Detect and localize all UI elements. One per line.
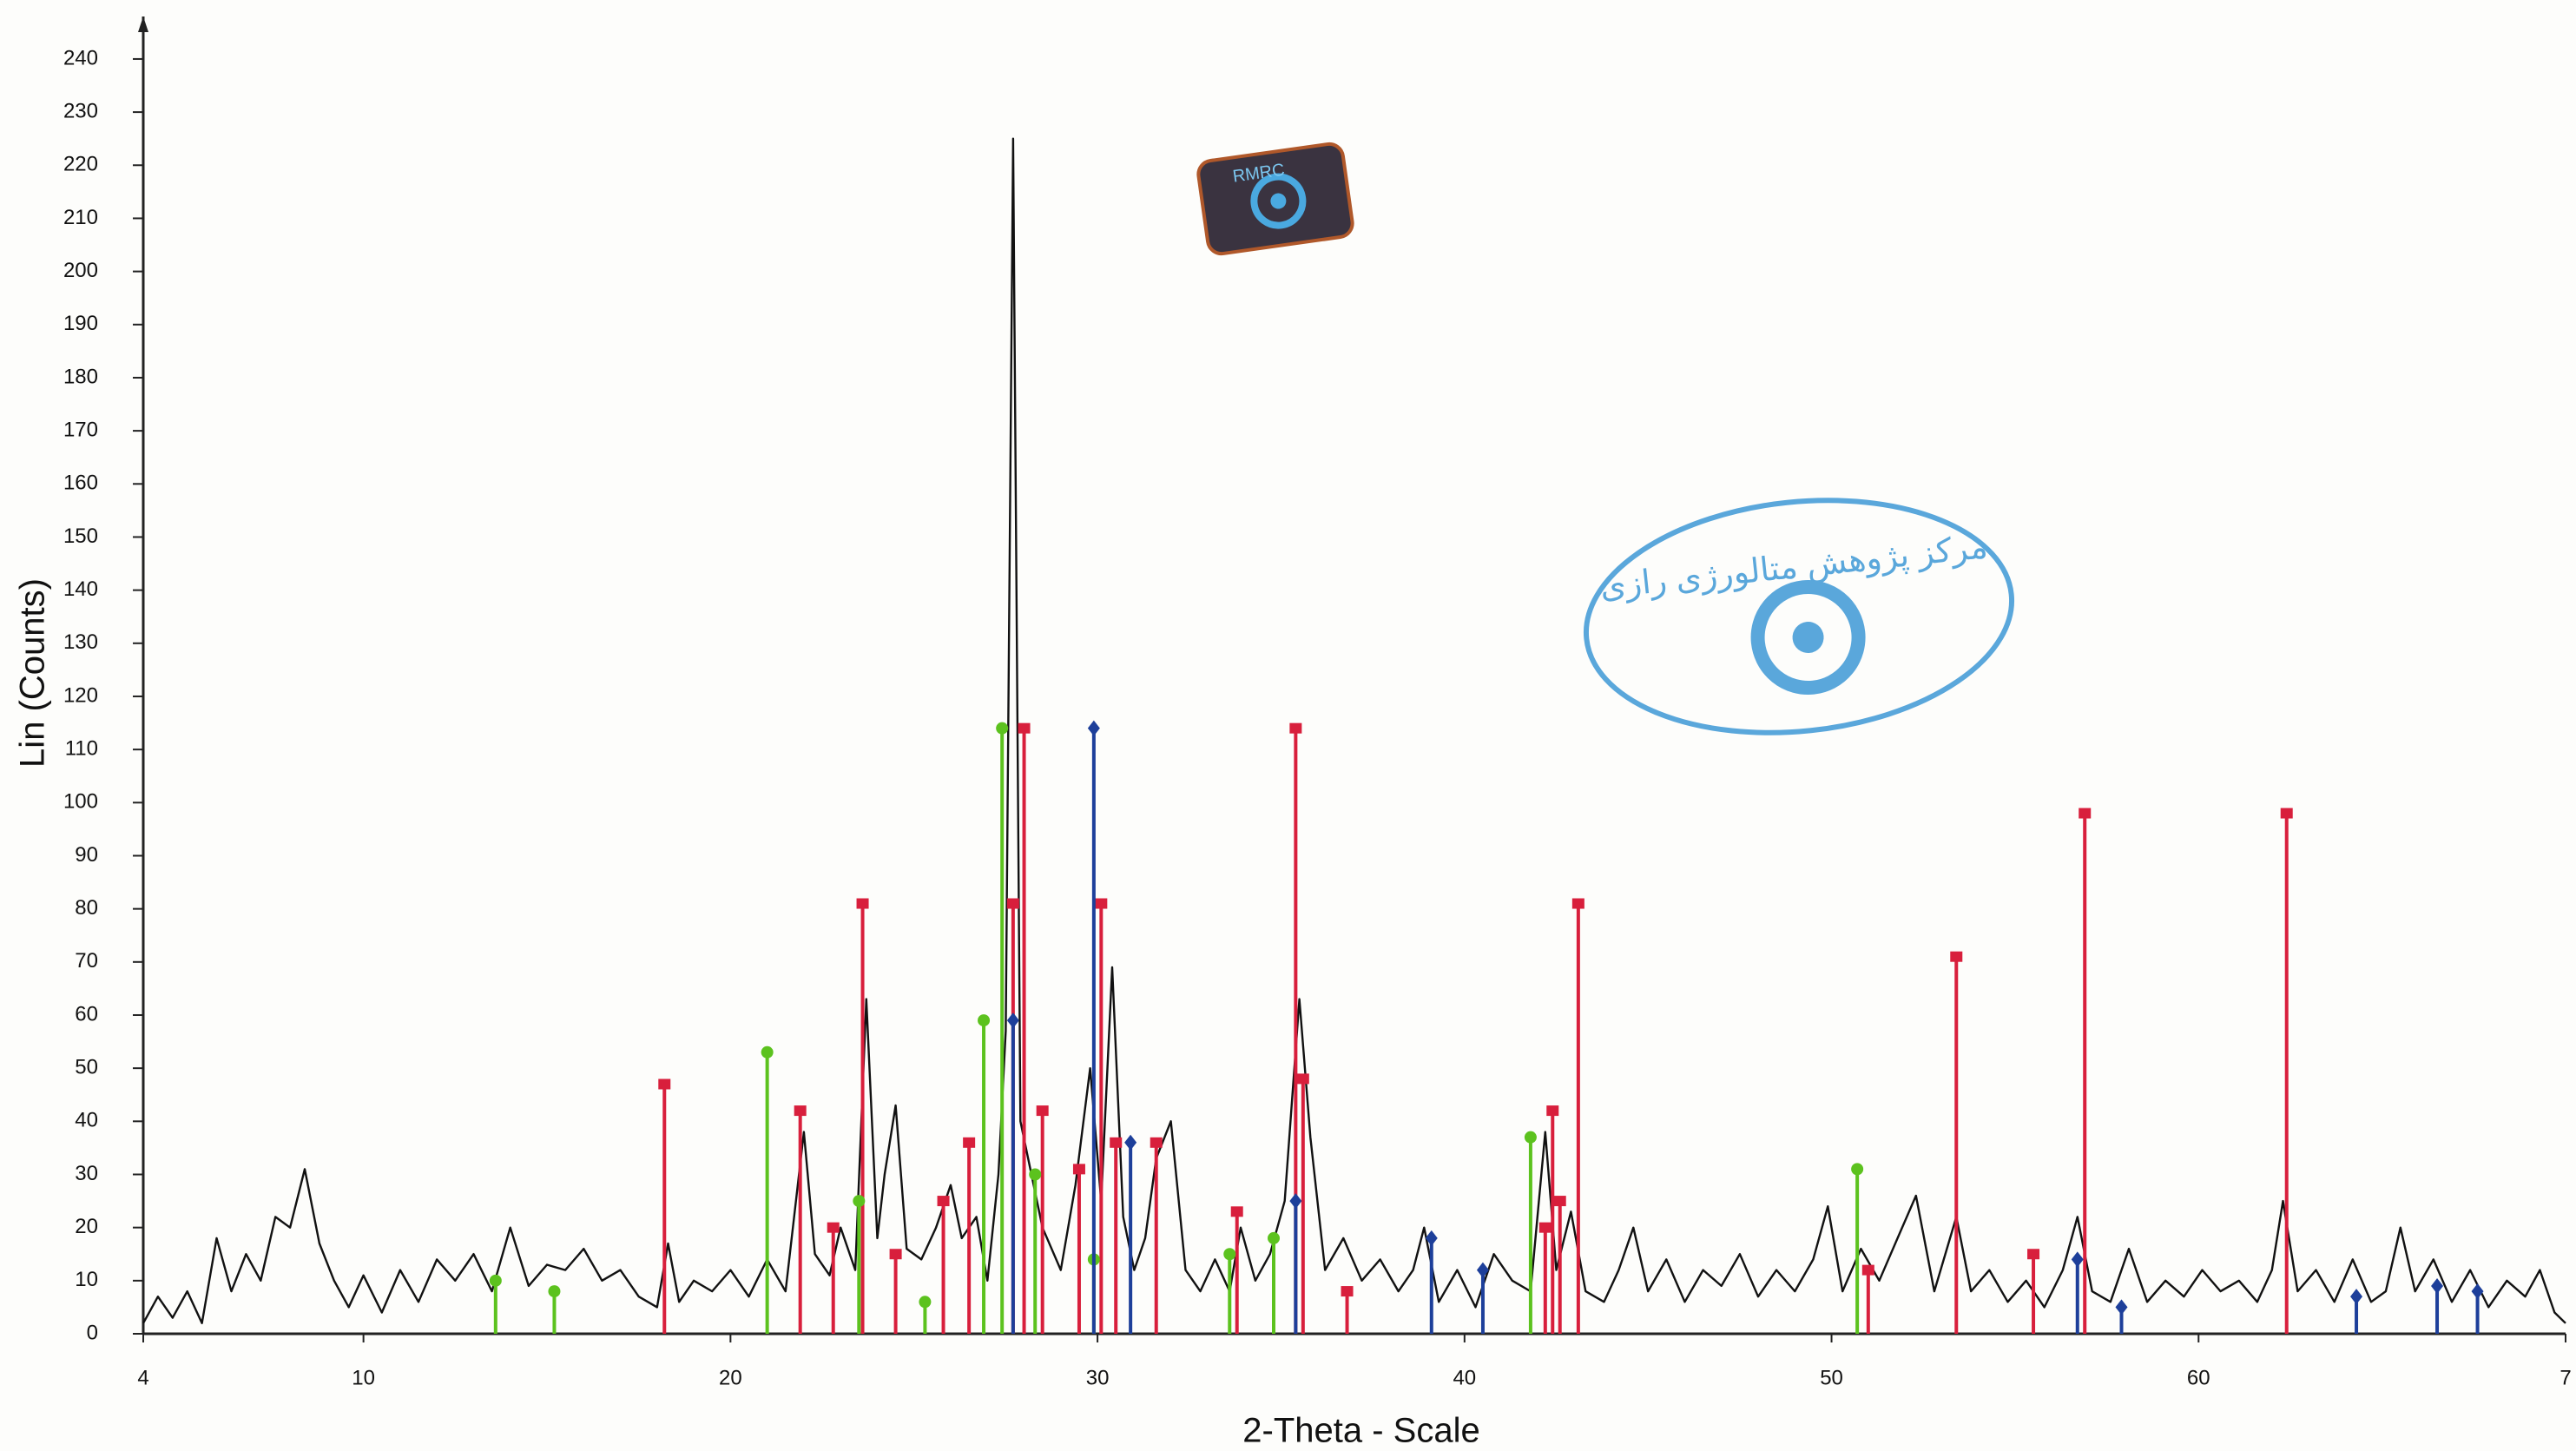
x-axis-title: 2-Theta - Scale [1242, 1412, 1479, 1450]
y-tick-label: 170 [63, 418, 98, 441]
stick-head [1553, 1196, 1566, 1207]
stick-head [919, 1296, 932, 1309]
x-tick-label: 7 [2560, 1366, 2571, 1389]
y-tick-label: 190 [63, 312, 98, 335]
y-tick-label: 240 [63, 46, 98, 69]
x-tick-label: 50 [1820, 1366, 1843, 1389]
stick-head [794, 1105, 807, 1117]
stick-head [1571, 898, 1584, 909]
y-tick-label: 60 [75, 1002, 98, 1026]
stamp-ring [1583, 498, 2015, 735]
y-tick-label: 0 [87, 1321, 98, 1344]
sticker-logo-dot [1270, 193, 1287, 209]
stick-head [1546, 1105, 1559, 1117]
stick-head [1268, 1231, 1280, 1244]
stick-head [1029, 1168, 1042, 1181]
stick-head [978, 1014, 991, 1027]
stick-head [1861, 1264, 1874, 1276]
x-tick-label: 60 [2187, 1366, 2210, 1389]
y-tick-label: 230 [63, 99, 98, 122]
y-tick-label: 10 [75, 1268, 98, 1291]
stick-head [1124, 1134, 1137, 1151]
y-tick-label: 100 [63, 790, 98, 814]
y-tick-label: 200 [63, 259, 98, 282]
y-tick-label: 220 [63, 153, 98, 176]
stick-head [1018, 722, 1031, 734]
stick-head [2350, 1289, 2363, 1305]
stick-head [2027, 1249, 2040, 1260]
y-tick-label: 110 [65, 736, 98, 760]
stick-head [2079, 808, 2092, 819]
stick-head [1341, 1286, 1354, 1297]
y-tick-label: 40 [75, 1109, 98, 1132]
x-tick-label: 30 [1086, 1366, 1110, 1389]
x-tick-label: 20 [719, 1366, 742, 1389]
stick-head [489, 1274, 502, 1287]
stick-head [1072, 1164, 1085, 1175]
stamp: مرکز پژوهش متالورژی رازی [1583, 498, 2015, 735]
stick-head [1289, 722, 1302, 734]
stick-head [1476, 1262, 1489, 1278]
y-tick-label: 80 [75, 896, 98, 920]
stick-head [2115, 1299, 2128, 1316]
stamp-logo [1750, 580, 1866, 696]
stick-head [937, 1196, 950, 1207]
hologram-sticker: RMRC [1196, 142, 1354, 256]
diffraction-pattern [142, 137, 2566, 1324]
y-tick-label: 50 [75, 1055, 98, 1078]
stick-head [2071, 1251, 2084, 1268]
stick-head [548, 1285, 561, 1298]
stick-head [963, 1137, 976, 1148]
x-tick-label: 40 [1453, 1366, 1476, 1389]
stick-head [856, 898, 869, 909]
y-axis-title: Lin (Counts) [14, 578, 52, 768]
y-tick-label: 210 [63, 206, 98, 229]
stick-head [658, 1078, 671, 1090]
stick-head [1110, 1137, 1123, 1148]
stick-head [761, 1045, 774, 1059]
y-tick-label: 20 [75, 1215, 98, 1238]
y-tick-label: 90 [75, 843, 98, 867]
stick-head [827, 1222, 840, 1233]
stick-head [1006, 898, 1019, 909]
y-tick-label: 140 [63, 577, 98, 601]
stick-head [1230, 1206, 1243, 1217]
stick-head [1095, 898, 1108, 909]
y-axis-arrow [138, 16, 148, 32]
stick-head [996, 722, 1009, 735]
stick-head [1296, 1073, 1309, 1085]
x-tick-label: 4 [137, 1366, 148, 1389]
stick-head [1087, 720, 1100, 736]
stick-head [2431, 1277, 2444, 1294]
stick-head [1289, 1193, 1302, 1210]
stick-head [1223, 1248, 1236, 1261]
stick-head [2471, 1283, 2484, 1300]
y-tick-label: 120 [63, 683, 98, 707]
stick-head [1425, 1230, 1438, 1246]
stick-head [889, 1249, 902, 1260]
y-tick-label: 30 [75, 1162, 98, 1185]
y-tick-label: 150 [63, 524, 98, 548]
stick-head [853, 1195, 866, 1208]
stick-head [1006, 1012, 1019, 1029]
y-tick-label: 130 [63, 630, 98, 654]
stick-head [2280, 808, 2293, 819]
stick-head [1950, 951, 1963, 962]
y-tick-label: 180 [63, 365, 98, 388]
stamp-logo-dot [1792, 622, 1824, 654]
stick-head [1538, 1222, 1552, 1233]
stick-head [1036, 1105, 1049, 1117]
y-tick-label: 160 [63, 472, 98, 495]
sticker-logo [1250, 173, 1307, 229]
stick-head [1150, 1137, 1163, 1148]
y-tick-label: 70 [75, 949, 98, 973]
stick-head [1524, 1131, 1537, 1144]
x-tick-label: 10 [352, 1366, 375, 1389]
stick-head [1851, 1163, 1864, 1176]
